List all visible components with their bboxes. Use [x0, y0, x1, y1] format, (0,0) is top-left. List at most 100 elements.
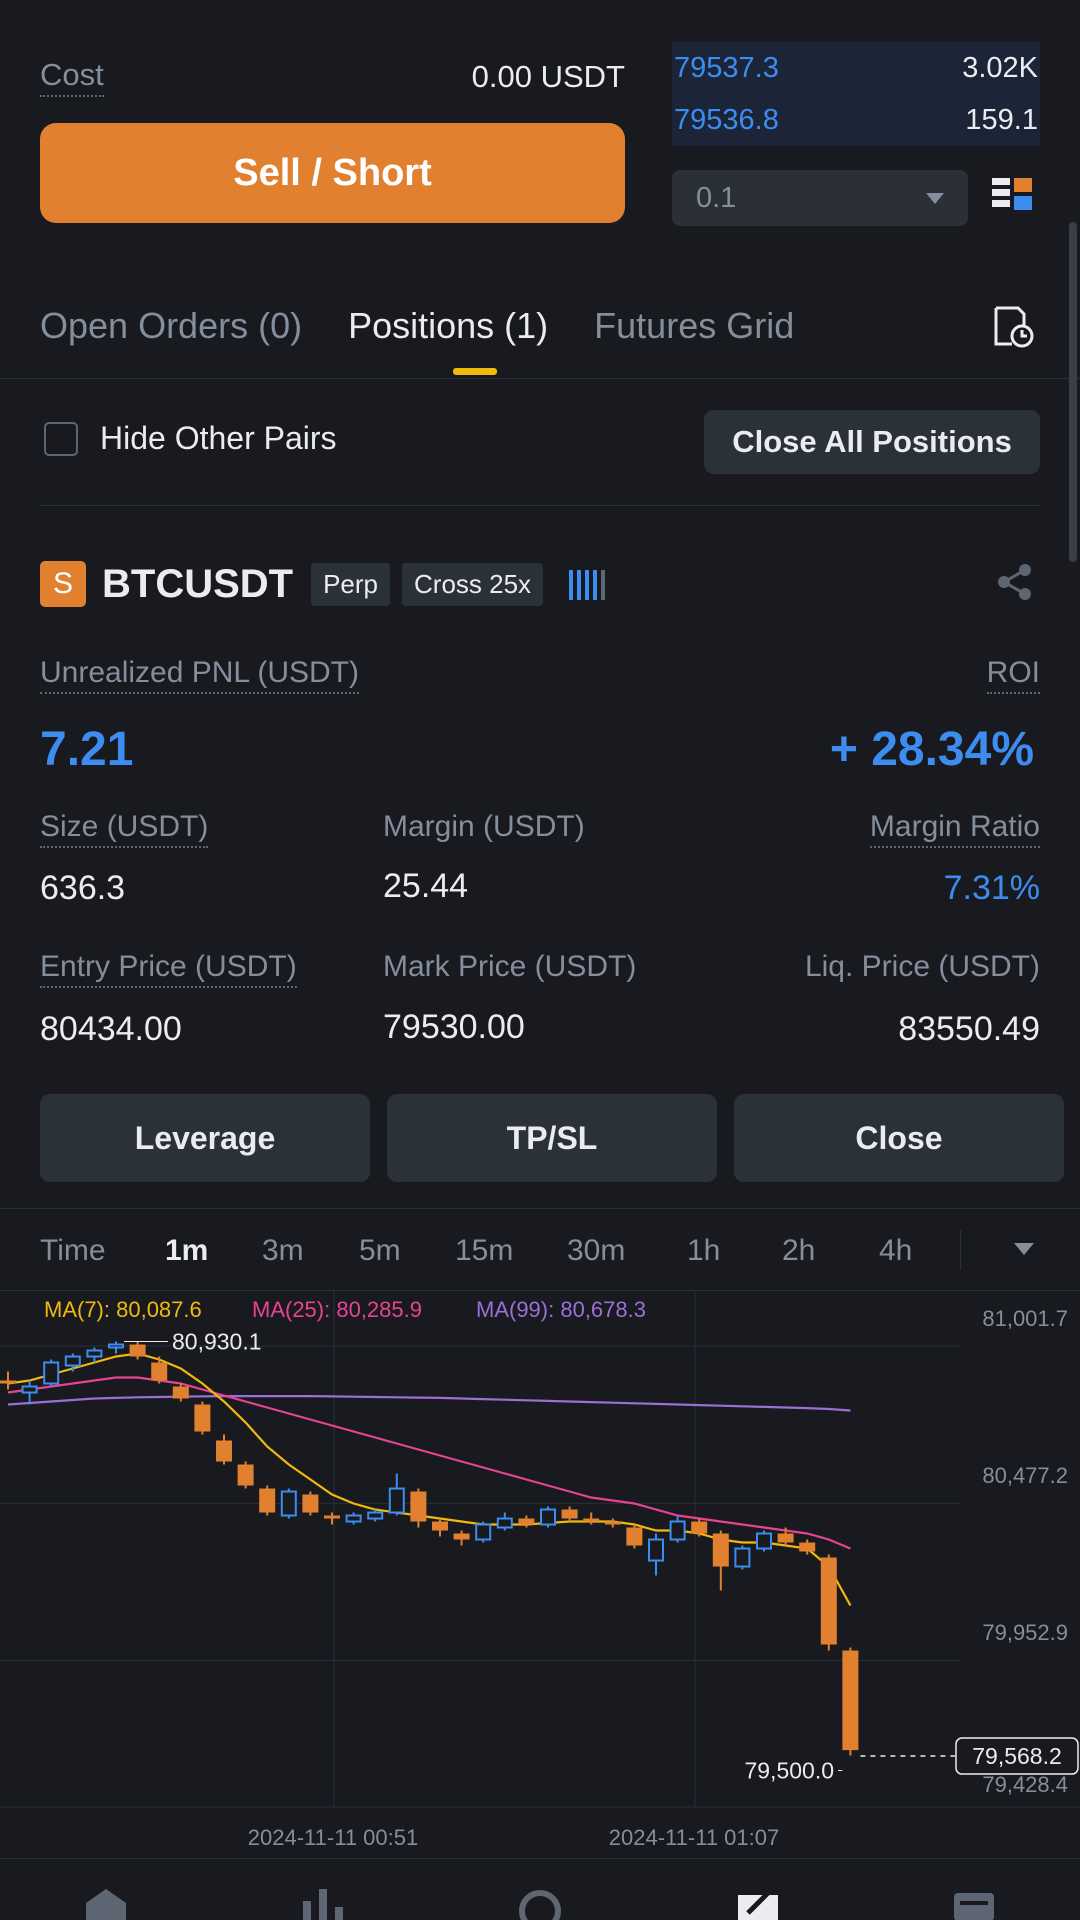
candlestick-chart[interactable]: MA(7): 80,087.6 MA(25): 80,285.9 MA(99): 8… [0, 1290, 1080, 1858]
size-value: 636.3 [40, 869, 126, 907]
margin-mode-tag[interactable]: Cross 25x [402, 562, 544, 606]
tf-30m[interactable]: 30m [567, 1234, 626, 1267]
mark-price-value: 79530.00 [383, 1008, 525, 1046]
orderbook-row[interactable]: 79537.3 3.02K [672, 42, 1040, 94]
wallet-icon[interactable] [950, 1887, 998, 1920]
trade-icon[interactable] [516, 1887, 564, 1920]
candle [453, 1533, 470, 1540]
tpsl-button[interactable]: TP/SL [387, 1094, 717, 1182]
candle [540, 1508, 556, 1526]
tf-time[interactable]: Time [40, 1234, 106, 1267]
tf-1h[interactable]: 1h [687, 1234, 721, 1267]
cost-row: Cost 0.00 USDT [40, 52, 625, 102]
markets-icon[interactable] [299, 1887, 347, 1920]
chart-labels: MA(7): 80,087.6 MA(25): 80,285.9 MA(99): 8… [44, 1297, 1079, 1850]
adl-indicator-icon [569, 568, 606, 600]
tab-positions[interactable]: Positions (1) [348, 305, 549, 346]
last-price-label: 79,568.2 [972, 1743, 1062, 1769]
tf-5m[interactable]: 5m [359, 1234, 401, 1267]
low-marker-label: 79,500.0 [744, 1758, 834, 1784]
candle [691, 1521, 708, 1534]
candle [410, 1491, 427, 1522]
divider [960, 1230, 961, 1270]
tf-4h[interactable]: 4h [879, 1234, 913, 1267]
tf-2h[interactable]: 2h [782, 1234, 816, 1267]
orderbook-row[interactable]: 79536.8 159.1 [672, 94, 1040, 146]
high-marker-label: 80,930.1 [172, 1329, 262, 1355]
hide-other-pairs-checkbox[interactable] [44, 421, 78, 456]
tf-15m[interactable]: 15m [455, 1234, 514, 1267]
orderbook-bid-background [672, 42, 1040, 146]
candle [518, 1518, 535, 1525]
ma7-line [7, 1352, 852, 1607]
y-tick-label: 80,477.2 [982, 1463, 1068, 1488]
position-symbol[interactable]: BTCUSDT [102, 561, 294, 606]
divider [0, 1290, 1080, 1291]
close-position-button[interactable]: Close [734, 1094, 1064, 1182]
depth-precision-select[interactable]: 0.1 [672, 170, 968, 226]
sell-short-button[interactable]: Sell / Short [40, 123, 625, 223]
y-tick-label: 79,952.9 [982, 1620, 1068, 1645]
candle [280, 1490, 297, 1517]
candle [496, 1517, 513, 1529]
orderbook-layout-icon[interactable] [992, 176, 1032, 216]
ma25-line [7, 1376, 851, 1550]
cost-label: Cost [40, 57, 104, 97]
candle [302, 1494, 319, 1513]
candle [475, 1523, 492, 1541]
order-history-icon[interactable] [990, 304, 1034, 348]
home-icon[interactable] [82, 1887, 130, 1920]
candle [21, 1385, 38, 1394]
x-tick-label: 2024-11-11 01:07 [609, 1825, 779, 1850]
divider [0, 378, 1080, 379]
scrollbar[interactable] [1069, 222, 1077, 562]
candle [43, 1361, 60, 1385]
candle [561, 1509, 578, 1519]
x-tick-label: 2024-11-11 00:51 [248, 1825, 418, 1850]
candle [151, 1362, 168, 1381]
candle [648, 1538, 664, 1562]
margin-label: Margin (USDT) [383, 810, 585, 843]
chevron-down-icon[interactable] [1014, 1243, 1034, 1255]
orderbook-qty: 3.02K [962, 51, 1038, 84]
candle [0, 1380, 16, 1384]
futures-icon[interactable] [734, 1887, 782, 1920]
share-icon[interactable] [996, 562, 1034, 602]
contract-type-tag: Perp [311, 562, 391, 606]
candle [194, 1404, 211, 1432]
short-side-badge: S [40, 561, 86, 607]
hide-other-pairs-label: Hide Other Pairs [100, 420, 337, 456]
roi-label[interactable]: ROI [986, 656, 1040, 694]
margin-ratio-label[interactable]: Margin Ratio [869, 810, 1040, 848]
y-tick-label: 79,428.4 [982, 1772, 1068, 1797]
tab-futures-grid[interactable]: Futures Grid [594, 305, 795, 346]
ma99-line [7, 1394, 851, 1412]
margin-ratio-value: 7.31% [943, 869, 1040, 907]
orderbook-price: 79537.3 [674, 51, 779, 84]
candle [259, 1488, 276, 1513]
position-header: S BTCUSDT Perp Cross 25x [40, 560, 606, 608]
mark-price-label: Mark Price (USDT) [383, 950, 637, 983]
ma-label: MA(25): 80,285.9 [252, 1297, 422, 1322]
tf-3m[interactable]: 3m [262, 1234, 304, 1267]
unrealized-pnl-label[interactable]: Unrealized PNL (USDT) [40, 656, 359, 694]
leverage-button[interactable]: Leverage [40, 1094, 370, 1182]
candle [324, 1515, 340, 1519]
candle [64, 1355, 81, 1367]
candle [432, 1521, 448, 1531]
tf-1m[interactable]: 1m [165, 1234, 209, 1267]
candle [669, 1520, 686, 1541]
hide-other-pairs-toggle[interactable]: Hide Other Pairs [44, 420, 337, 457]
ma-label: MA(7): 80,087.6 [44, 1297, 202, 1322]
entry-price-label[interactable]: Entry Price (USDT) [40, 950, 297, 988]
close-all-positions-button[interactable]: Close All Positions [704, 410, 1040, 474]
candle [842, 1650, 859, 1751]
roi-value: + 28.34% [829, 723, 1034, 776]
candle [756, 1532, 772, 1550]
candles [0, 1341, 859, 1756]
orderbook-price: 79536.8 [674, 103, 779, 136]
tab-open-orders[interactable]: Open Orders (0) [40, 305, 303, 346]
size-label[interactable]: Size (USDT) [40, 810, 209, 848]
candle [108, 1343, 124, 1349]
